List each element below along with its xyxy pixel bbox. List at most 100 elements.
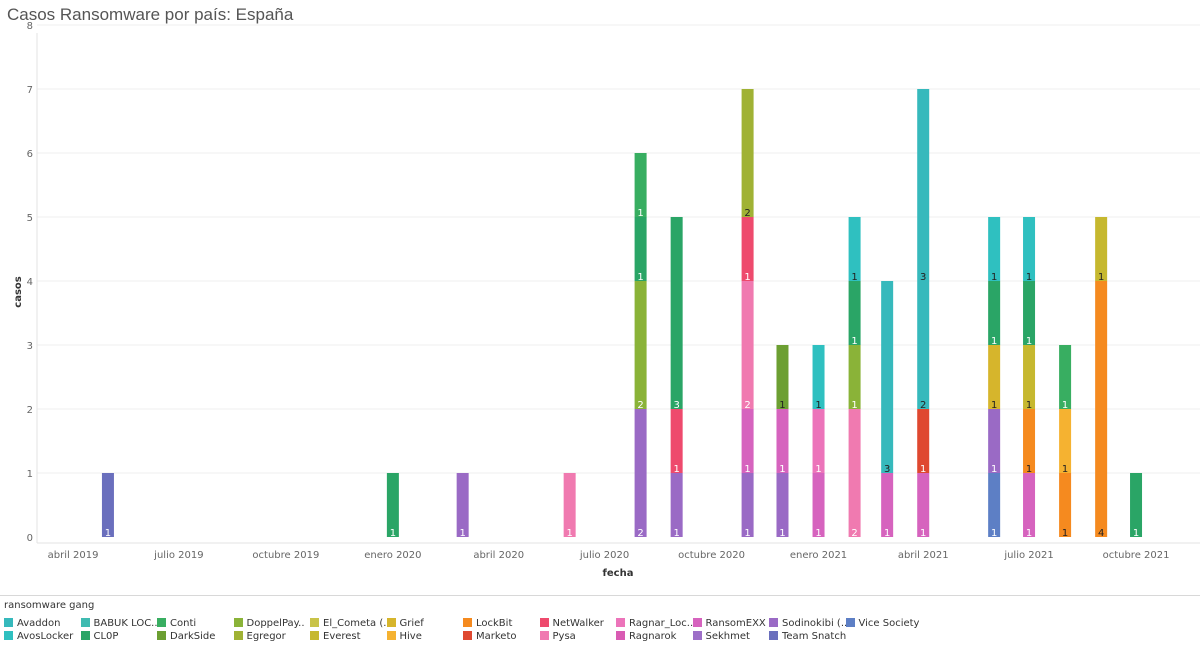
stacked-bar-chart: 0 1 2 3 4 5 6 7 8 abril 2019 julio 2019 octubre 20… bbox=[13, 21, 1200, 579]
y-tick-label: 0 bbox=[27, 533, 33, 544]
legend-item[interactable]: Ragnarok bbox=[616, 631, 676, 642]
legend-label: Team Snatch bbox=[782, 631, 847, 642]
data-label: 2 bbox=[637, 528, 643, 539]
bar-segment bbox=[1023, 409, 1036, 473]
x-tick-label: abril 2021 bbox=[898, 550, 949, 561]
legend-item[interactable]: AvosLocker bbox=[4, 631, 73, 642]
legend-title: ransomware gang bbox=[4, 600, 95, 611]
data-label: 1 bbox=[1062, 464, 1068, 475]
bar-segment bbox=[988, 345, 1001, 409]
data-label: 1 bbox=[1133, 528, 1139, 539]
bar-segment bbox=[741, 217, 754, 281]
data-label: 1 bbox=[815, 400, 821, 411]
data-label: 1 bbox=[1026, 272, 1032, 283]
bar-segment bbox=[848, 345, 861, 409]
x-tick-label: enero 2020 bbox=[364, 550, 421, 561]
x-tick-label: octubre 2020 bbox=[678, 550, 745, 561]
data-label: 1 bbox=[920, 528, 926, 539]
legend-item[interactable]: Vice Society bbox=[845, 618, 920, 629]
bar-segment bbox=[776, 345, 789, 409]
x-axis: abril 2019 julio 2019 octubre 2019 enero 20… bbox=[48, 550, 1170, 561]
bar-segment bbox=[1059, 409, 1072, 473]
legend-item[interactable]: RansomEXX bbox=[692, 618, 766, 629]
legend-label: Conti bbox=[170, 618, 197, 629]
legend-swatch bbox=[845, 618, 855, 627]
bar-segment bbox=[917, 473, 930, 537]
x-tick-label: julio 2021 bbox=[1003, 550, 1053, 561]
legend-swatch bbox=[616, 618, 625, 627]
data-label: 1 bbox=[851, 336, 857, 347]
y-tick-label: 3 bbox=[27, 341, 33, 352]
legend-item[interactable]: Sekhmet bbox=[692, 631, 750, 642]
legend-label: Sekhmet bbox=[705, 631, 750, 642]
bar-segment bbox=[1023, 217, 1036, 281]
legend-swatch bbox=[310, 618, 319, 627]
legend-item[interactable]: Team Snatch bbox=[769, 631, 846, 642]
legend-label: Hive bbox=[399, 631, 422, 642]
data-label: 1 bbox=[991, 272, 997, 283]
bar-segment bbox=[1023, 345, 1036, 409]
legend-swatch bbox=[157, 631, 166, 640]
data-label: 1 bbox=[991, 528, 997, 539]
chart-title: Casos Ransomware por país: España bbox=[7, 5, 294, 24]
legend-swatch bbox=[4, 631, 13, 640]
x-tick-label: octubre 2019 bbox=[252, 550, 319, 561]
x-tick-label: julio 2019 bbox=[153, 550, 203, 561]
x-tick-label: octubre 2021 bbox=[1103, 550, 1170, 561]
legend-swatch bbox=[233, 618, 243, 627]
bar-segment bbox=[670, 473, 683, 537]
bar-segment bbox=[1130, 473, 1143, 537]
data-label: 2 bbox=[637, 400, 643, 411]
legend-item[interactable]: DarkSide bbox=[157, 631, 215, 642]
data-label: 1 bbox=[851, 400, 857, 411]
legend-item[interactable]: Conti bbox=[157, 618, 196, 629]
legend: ransomware gang Avaddon AvosLocker BABUK L… bbox=[0, 595, 1200, 650]
legend-item[interactable]: Grief bbox=[386, 618, 424, 629]
y-axis: 0 1 2 3 4 5 6 7 8 bbox=[27, 21, 33, 544]
data-label: 2 bbox=[920, 400, 926, 411]
legend-item[interactable]: El_Cometa (.. bbox=[310, 618, 390, 629]
legend-label: Sodinokibi (.. bbox=[782, 618, 848, 629]
legend-label: Vice Society bbox=[858, 618, 920, 629]
legend-swatch bbox=[769, 631, 778, 640]
data-label: 1 bbox=[673, 528, 679, 539]
legend-swatch bbox=[157, 618, 166, 627]
data-label: 1 bbox=[1026, 336, 1032, 347]
bar-segment bbox=[101, 473, 114, 537]
legend-item[interactable]: CL0P bbox=[80, 631, 119, 642]
legend-label: DoppelPay.. bbox=[246, 618, 305, 629]
legend-label: Ragnar_Loc.. bbox=[629, 618, 694, 629]
bar-segment bbox=[634, 409, 647, 537]
bar-segment bbox=[812, 473, 825, 537]
bar-segment bbox=[1095, 281, 1108, 537]
legend-swatch bbox=[463, 618, 472, 627]
bar-segment bbox=[812, 409, 825, 473]
bar-segment bbox=[1095, 217, 1108, 281]
legend-item[interactable]: LockBit bbox=[463, 618, 512, 629]
data-label: 1 bbox=[1062, 528, 1068, 539]
legend-label: Grief bbox=[399, 618, 424, 629]
legend-item[interactable]: NetWalker bbox=[539, 618, 604, 629]
data-label: 1 bbox=[390, 528, 396, 539]
bar-segment bbox=[917, 281, 930, 409]
legend-item[interactable]: Hive bbox=[386, 631, 422, 642]
bar-segment bbox=[456, 473, 469, 537]
legend-item[interactable]: Everest bbox=[310, 631, 361, 642]
legend-item[interactable]: Ragnar_Loc.. bbox=[616, 618, 693, 629]
legend-swatch bbox=[692, 631, 702, 640]
bar-segment bbox=[386, 473, 399, 537]
legend-swatch bbox=[4, 618, 13, 627]
y-axis-title: casos bbox=[13, 276, 24, 307]
data-label: 1 bbox=[884, 528, 890, 539]
data-label: 1 bbox=[673, 464, 679, 475]
legend-item[interactable]: Pysa bbox=[539, 631, 576, 642]
legend-item[interactable]: BABUK LOC.. bbox=[80, 618, 158, 629]
legend-label: Ragnarok bbox=[629, 631, 677, 642]
legend-label: CL0P bbox=[93, 631, 119, 642]
legend-item[interactable]: DoppelPay.. bbox=[233, 618, 305, 629]
legend-label: Marketo bbox=[476, 631, 517, 642]
legend-item[interactable]: Avaddon bbox=[4, 618, 60, 629]
legend-item[interactable]: Marketo bbox=[463, 631, 517, 642]
legend-item[interactable]: Sodinokibi (.. bbox=[769, 618, 847, 629]
legend-item[interactable]: Egregor bbox=[233, 631, 286, 642]
